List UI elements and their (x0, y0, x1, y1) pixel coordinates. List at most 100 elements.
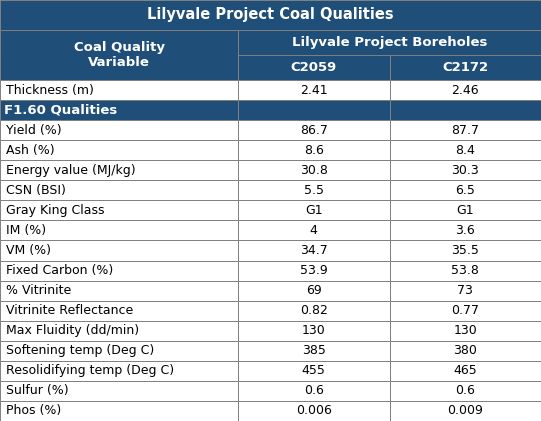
Text: G1: G1 (457, 204, 474, 217)
Text: 53.9: 53.9 (300, 264, 328, 277)
Bar (238, 160, 390, 180)
Bar (390, 140, 541, 160)
Bar (0, 80, 238, 100)
Text: Thickness (m): Thickness (m) (6, 83, 94, 96)
Text: 465: 465 (453, 364, 477, 377)
Bar (238, 361, 390, 381)
Bar (390, 341, 541, 361)
Text: 35.5: 35.5 (451, 244, 479, 257)
Bar (0, 30, 238, 80)
Bar (0, 361, 238, 381)
Text: 53.8: 53.8 (451, 264, 479, 277)
Bar (390, 280, 541, 301)
Bar (0, 200, 238, 221)
Text: Resolidifying temp (Deg C): Resolidifying temp (Deg C) (6, 364, 175, 377)
Text: Ash (%): Ash (%) (6, 144, 55, 157)
Text: Gray King Class: Gray King Class (6, 204, 105, 217)
Bar (0, 180, 238, 200)
Text: 385: 385 (302, 344, 326, 357)
Text: 3.6: 3.6 (456, 224, 475, 237)
Text: 130: 130 (302, 324, 326, 337)
Text: 34.7: 34.7 (300, 244, 328, 257)
Text: 4: 4 (310, 224, 318, 237)
Bar (238, 341, 390, 361)
Bar (0, 280, 238, 301)
Bar (390, 301, 541, 321)
Bar (238, 180, 390, 200)
Bar (390, 221, 541, 240)
Bar (0, 341, 238, 361)
Bar (390, 120, 541, 140)
Text: Phos (%): Phos (%) (6, 405, 62, 418)
Text: F1.60 Qualities: F1.60 Qualities (4, 104, 117, 117)
Bar (238, 140, 390, 160)
Bar (390, 100, 541, 120)
Text: 455: 455 (302, 364, 326, 377)
Text: 5.5: 5.5 (304, 184, 324, 197)
Bar (238, 30, 541, 55)
Bar (0, 0, 541, 30)
Bar (0, 30, 238, 55)
Bar (238, 261, 390, 280)
Text: Lilyvale Project Coal Qualities: Lilyvale Project Coal Qualities (147, 8, 394, 22)
Text: Yield (%): Yield (%) (6, 124, 62, 137)
Bar (238, 120, 390, 140)
Text: 0.6: 0.6 (304, 384, 324, 397)
Bar (0, 221, 238, 240)
Bar (390, 321, 541, 341)
Text: 0.82: 0.82 (300, 304, 328, 317)
Text: 30.3: 30.3 (451, 164, 479, 177)
Text: 0.006: 0.006 (296, 405, 332, 418)
Bar (238, 200, 390, 221)
Bar (0, 261, 238, 280)
Text: Vitrinite Reflectance: Vitrinite Reflectance (6, 304, 134, 317)
Bar (238, 321, 390, 341)
Text: 87.7: 87.7 (451, 124, 479, 137)
Text: C2172: C2172 (442, 61, 489, 74)
Text: C2059: C2059 (291, 61, 337, 74)
Text: % Vitrinite: % Vitrinite (6, 284, 72, 297)
Text: 2.46: 2.46 (451, 83, 479, 96)
Bar (0, 401, 238, 421)
Bar (0, 120, 238, 140)
Bar (0, 321, 238, 341)
Bar (390, 401, 541, 421)
Text: Softening temp (Deg C): Softening temp (Deg C) (6, 344, 155, 357)
Text: 8.4: 8.4 (456, 144, 475, 157)
Bar (390, 180, 541, 200)
Text: 130: 130 (453, 324, 477, 337)
Bar (0, 240, 238, 261)
Text: 2.41: 2.41 (300, 83, 328, 96)
Text: 0.77: 0.77 (451, 304, 479, 317)
Text: 86.7: 86.7 (300, 124, 328, 137)
Bar (0, 381, 238, 401)
Text: 0.6: 0.6 (456, 384, 475, 397)
Bar (238, 301, 390, 321)
Bar (390, 361, 541, 381)
Bar (0, 140, 238, 160)
Text: G1: G1 (305, 204, 322, 217)
Bar (390, 240, 541, 261)
Text: CSN (BSI): CSN (BSI) (6, 184, 67, 197)
Text: Fixed Carbon (%): Fixed Carbon (%) (6, 264, 114, 277)
Bar (238, 80, 390, 100)
Text: 380: 380 (453, 344, 477, 357)
Bar (238, 280, 390, 301)
Bar (390, 55, 541, 80)
Text: IM (%): IM (%) (6, 224, 47, 237)
Bar (0, 100, 238, 120)
Text: 73: 73 (457, 284, 473, 297)
Bar (390, 200, 541, 221)
Bar (390, 261, 541, 280)
Text: VM (%): VM (%) (6, 244, 51, 257)
Text: 69: 69 (306, 284, 322, 297)
Bar (238, 100, 390, 120)
Bar (238, 240, 390, 261)
Bar (238, 55, 390, 80)
Text: Max Fluidity (dd/min): Max Fluidity (dd/min) (6, 324, 140, 337)
Bar (390, 160, 541, 180)
Bar (390, 80, 541, 100)
Text: 0.009: 0.009 (447, 405, 483, 418)
Bar (238, 221, 390, 240)
Text: Energy value (MJ/kg): Energy value (MJ/kg) (6, 164, 136, 177)
